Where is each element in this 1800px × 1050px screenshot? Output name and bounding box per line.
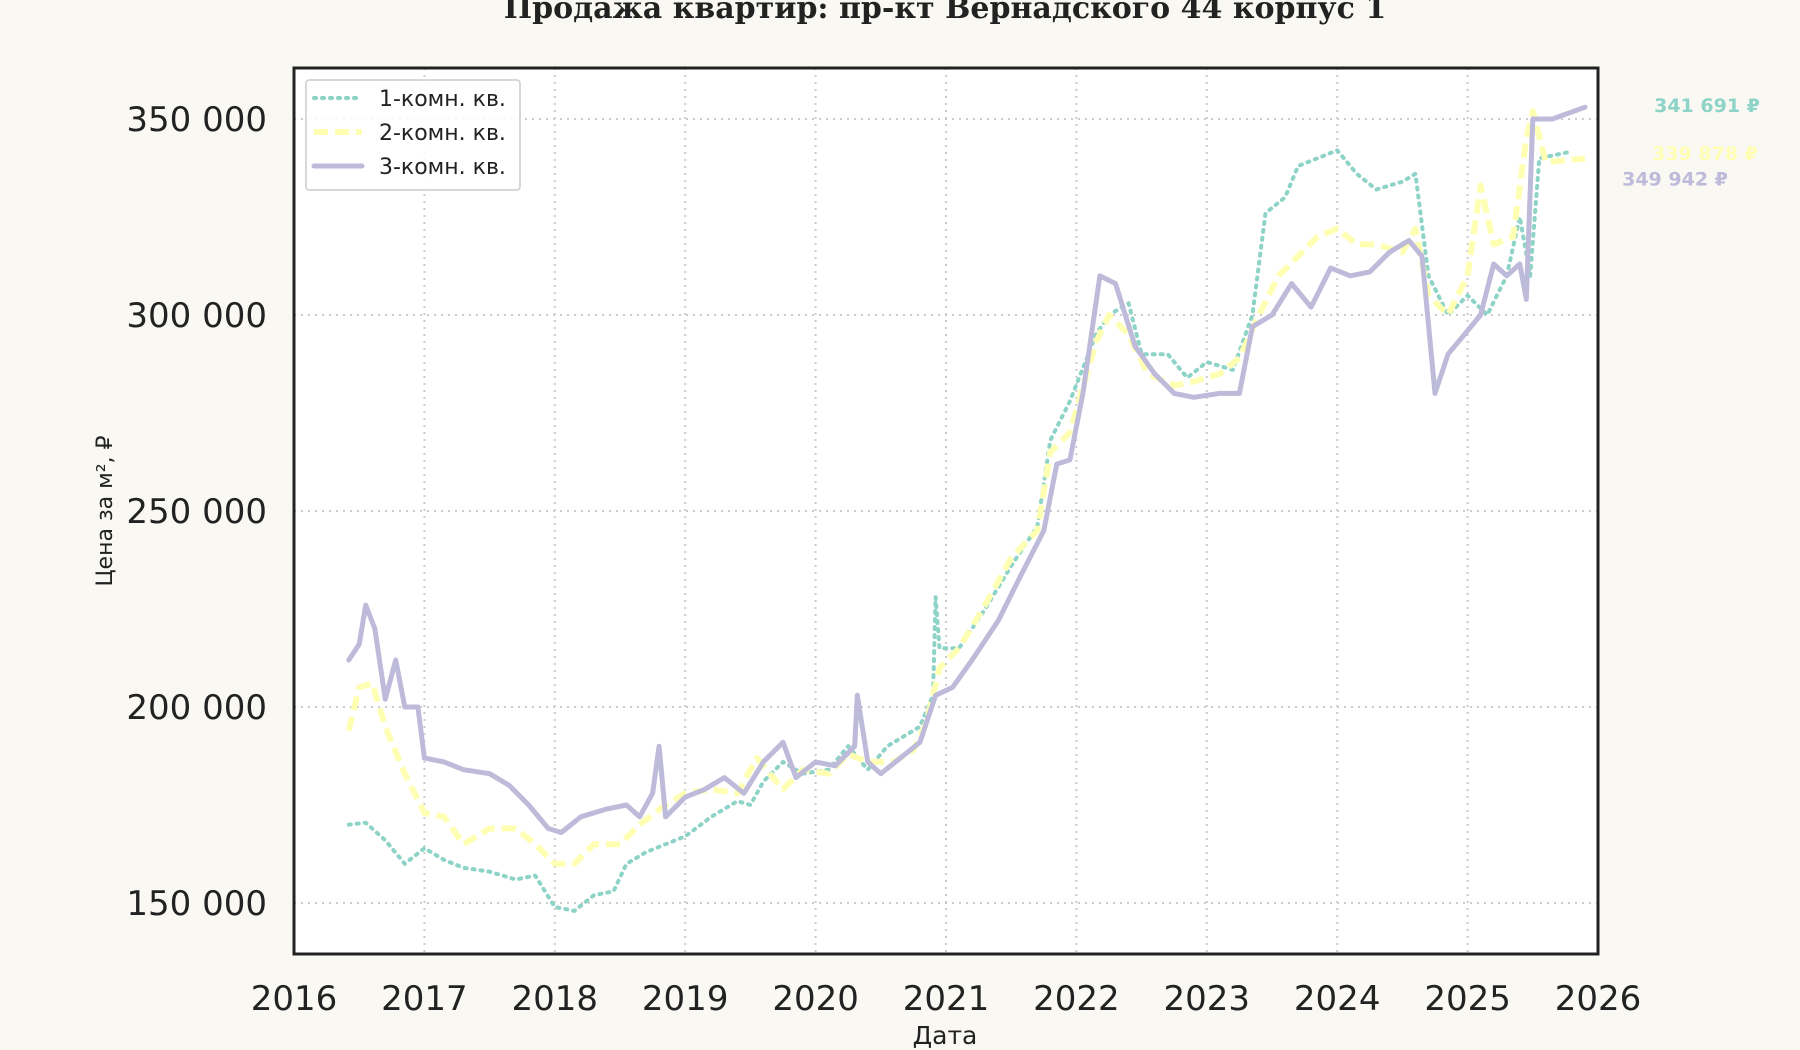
x-tick-label: 2021 xyxy=(903,979,990,1019)
legend-label: 3-комн. кв. xyxy=(379,155,506,180)
series-line-3 xyxy=(346,104,1588,835)
y-axis-label: Цена за м², ₽ xyxy=(93,435,118,586)
end-value-labels: 341 691 ₽ 339 878 ₽ 349 942 ₽ xyxy=(1622,95,1760,190)
end-value-label-3: 349 942 ₽ xyxy=(1622,169,1728,191)
x-tick-label: 2024 xyxy=(1294,979,1381,1019)
x-tick-label: 2018 xyxy=(512,979,599,1019)
y-tick-label: 300 000 xyxy=(126,296,267,336)
series-line-2 xyxy=(345,108,1586,867)
y-tick-label: 150 000 xyxy=(126,884,267,924)
series-lines xyxy=(345,104,1588,913)
x-axis-ticks: 2016 2017 2018 2019 2020 2021 2022 2023 2024 2025… xyxy=(251,979,1642,1019)
x-axis-label: Дата xyxy=(913,1021,978,1050)
legend: 1-комн. кв. 2-комн. кв. 3-комн. кв. xyxy=(305,79,521,191)
y-tick-label: 350 000 xyxy=(126,100,267,140)
x-tick-label: 2016 xyxy=(251,979,338,1019)
y-tick-label: 250 000 xyxy=(126,492,267,532)
x-tick-label: 2020 xyxy=(772,979,859,1019)
y-axis-ticks: 150 000 200 000 250 000 300 000 350 000 xyxy=(126,100,267,924)
x-tick-label: 2019 xyxy=(642,979,729,1019)
legend-label: 2-комн. кв. xyxy=(379,121,506,146)
x-tick-label: 2017 xyxy=(381,979,468,1019)
end-value-label-2: 339 878 ₽ xyxy=(1652,143,1758,165)
y-tick-label: 200 000 xyxy=(126,688,267,728)
x-tick-label: 2023 xyxy=(1164,979,1251,1019)
x-tick-label: 2022 xyxy=(1033,979,1120,1019)
plot-frame xyxy=(292,66,1600,956)
end-value-label-1: 341 691 ₽ xyxy=(1654,95,1760,117)
x-tick-label: 2026 xyxy=(1555,979,1642,1019)
legend-label: 1-комн. кв. xyxy=(379,87,506,112)
chart-title: Продажа квартир: пр-кт Вернадского 44 ко… xyxy=(504,0,1386,26)
grid xyxy=(294,68,1598,954)
legend-box xyxy=(305,79,521,191)
x-tick-label: 2025 xyxy=(1424,979,1511,1019)
series-line-1 xyxy=(346,148,1574,913)
